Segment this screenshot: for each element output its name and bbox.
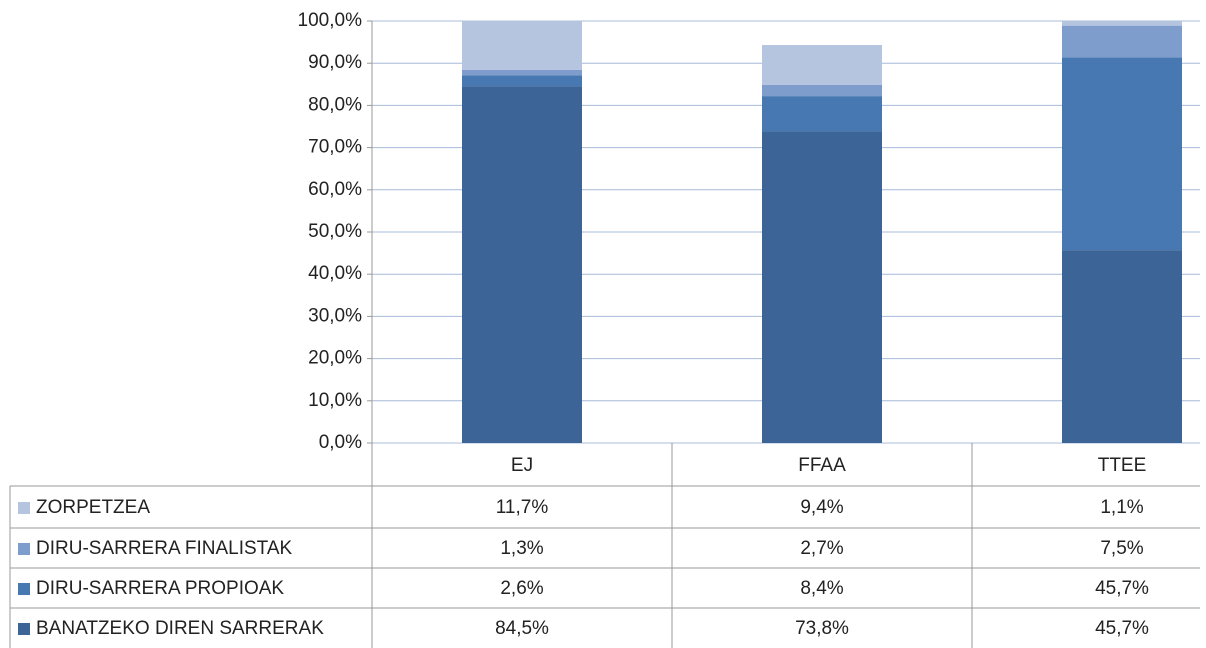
legend-key (18, 623, 30, 635)
y-tick-label: 50,0% (308, 221, 362, 242)
table-value: 1,3% (500, 538, 543, 559)
y-tick-label: 100,0% (298, 10, 363, 31)
bar-segment (762, 45, 882, 85)
legend-label: BANATZEKO DIREN SARRERAK (36, 618, 324, 639)
bar-segment (1062, 25, 1182, 58)
table-value: 45,7% (1095, 578, 1149, 599)
y-tick-label: 70,0% (308, 137, 362, 158)
legend-key (18, 543, 30, 555)
y-tick-label: 90,0% (308, 52, 362, 73)
table-value: 45,7% (1095, 618, 1149, 639)
y-tick-label: 30,0% (308, 305, 362, 326)
bar-segment (462, 20, 582, 70)
bar-segment (1062, 21, 1182, 26)
bar-segment (762, 131, 882, 443)
y-tick-label: 0,0% (319, 432, 362, 453)
legend-label: DIRU-SARRERA FINALISTAK (36, 538, 293, 559)
bar-segment (462, 69, 582, 76)
bar-segment (1062, 57, 1182, 251)
bar-segment (462, 75, 582, 87)
table-value: 11,7% (496, 497, 549, 518)
table-value: 84,5% (495, 618, 549, 639)
bar-segment (762, 96, 882, 132)
y-tick-label: 60,0% (308, 179, 362, 200)
table-value: 73,8% (795, 618, 849, 639)
x-tick-label: TTEE (1098, 455, 1147, 476)
x-tick-label: FFAA (798, 455, 846, 476)
table-value: 8,4% (800, 578, 843, 599)
y-tick-label: 10,0% (308, 390, 362, 411)
legend-key (18, 502, 30, 514)
table-value: 2,6% (500, 578, 543, 599)
x-tick-label: EJ (511, 455, 533, 476)
bar-segment (1062, 250, 1182, 443)
y-tick-label: 40,0% (308, 263, 362, 284)
table-value: 7,5% (1100, 538, 1143, 559)
bar-segment (462, 86, 582, 443)
table-value: 9,4% (800, 497, 843, 518)
y-tick-label: 80,0% (308, 94, 362, 115)
table-value: 1,1% (1100, 497, 1143, 518)
y-tick-label: 20,0% (308, 348, 362, 369)
legend-key (18, 583, 30, 595)
bar-segment (762, 84, 882, 97)
legend-label: ZORPETZEA (36, 497, 150, 518)
table-value: 2,7% (800, 538, 843, 559)
legend-label: DIRU-SARRERA PROPIOAK (36, 578, 284, 599)
